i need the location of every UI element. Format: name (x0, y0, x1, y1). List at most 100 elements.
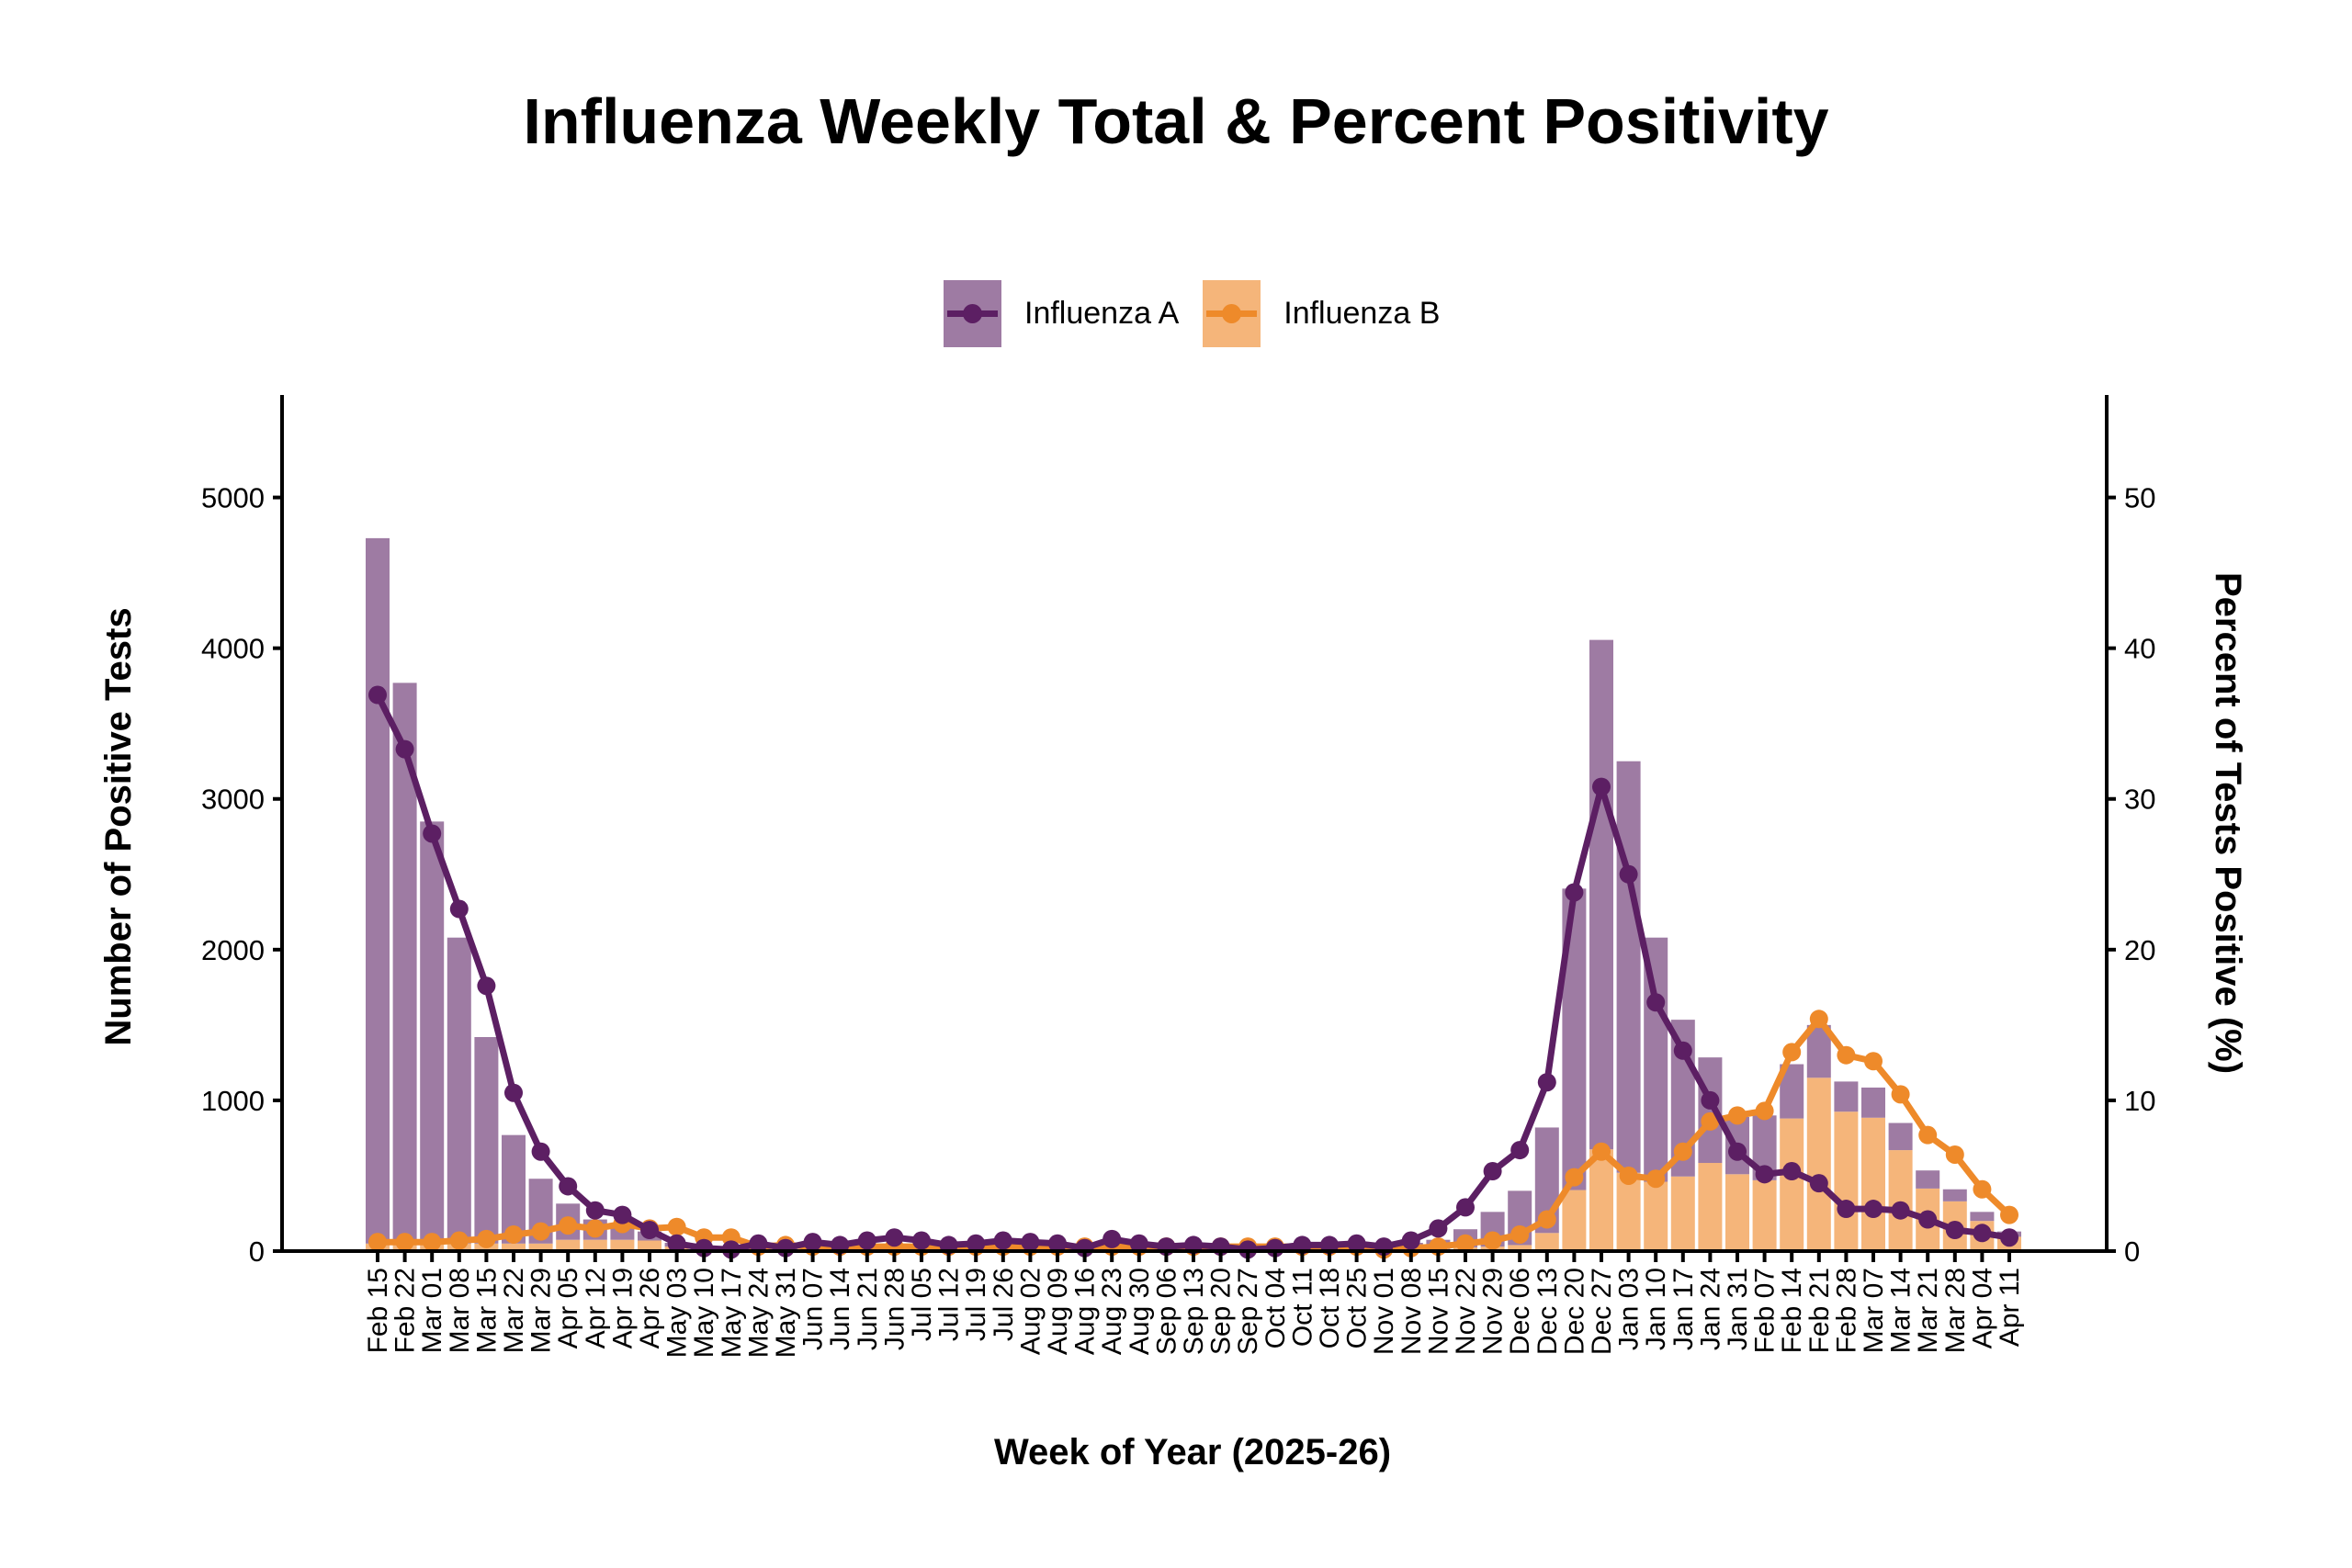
point-influenza-a (1973, 1224, 1992, 1243)
bar-influenza-a (366, 537, 390, 1244)
y-tick-label-right: 20 (2124, 934, 2155, 966)
x-tick-label: Nov 29 (1478, 1268, 1509, 1355)
x-tick-label: Dec 20 (1559, 1268, 1589, 1355)
x-tick-label: Nov 08 (1396, 1268, 1427, 1355)
point-influenza-b (1592, 1142, 1611, 1161)
x-tick-label: Mar 28 (1940, 1268, 1971, 1353)
point-influenza-b (667, 1217, 686, 1236)
legend-item-influenza-b[interactable]: Influenza B (1203, 279, 1441, 347)
legend-label-influenza-b: Influenza B (1283, 295, 1441, 331)
x-tick-label: Jan 24 (1695, 1268, 1725, 1350)
point-influenza-a (1129, 1234, 1148, 1253)
x-tick-label: Feb 22 (390, 1268, 421, 1353)
x-tick-label: Mar 29 (526, 1268, 557, 1353)
bar-influenza-b (1644, 1181, 1668, 1251)
point-influenza-a (667, 1234, 686, 1253)
y-axis-label-left: Number of Positive Tests (98, 607, 139, 1045)
x-tick-label: May 31 (771, 1268, 801, 1358)
x-tick-label: Apr 26 (635, 1268, 665, 1348)
point-influenza-a (2000, 1228, 2018, 1247)
point-influenza-a (1701, 1090, 1720, 1110)
bar-influenza-b (1861, 1117, 1885, 1251)
bar-influenza-b (1670, 1176, 1695, 1251)
bar-influenza-a (1589, 639, 1613, 1150)
point-influenza-a (993, 1231, 1012, 1250)
point-influenza-b (1891, 1085, 1910, 1104)
x-tick-label: Jul 19 (961, 1268, 991, 1341)
x-tick-label: Feb 07 (1750, 1268, 1781, 1353)
point-influenza-a (1891, 1201, 1910, 1220)
point-influenza-a (967, 1234, 986, 1253)
y-tick-label-right: 30 (2124, 784, 2155, 816)
x-tick-label: Mar 15 (471, 1268, 502, 1353)
bar-influenza-b (556, 1239, 581, 1251)
x-tick-label: Apr 11 (1995, 1268, 2025, 1347)
point-influenza-a (395, 739, 414, 759)
point-influenza-b (423, 1233, 442, 1252)
x-tick-label: May 17 (717, 1268, 747, 1358)
x-tick-label: Sep 06 (1151, 1268, 1182, 1355)
point-influenza-a (1048, 1234, 1067, 1253)
x-tick-label: Mar 22 (499, 1268, 529, 1353)
point-influenza-a (1510, 1141, 1530, 1160)
point-influenza-a (803, 1233, 822, 1252)
point-influenza-b (1673, 1142, 1692, 1161)
x-tick-label: Oct 04 (1261, 1268, 1291, 1348)
point-influenza-b (531, 1222, 550, 1241)
point-influenza-a (449, 899, 469, 919)
point-influenza-b (2000, 1205, 2018, 1224)
point-influenza-a (585, 1201, 605, 1220)
point-influenza-b (1537, 1210, 1556, 1229)
bar-influenza-b (1834, 1111, 1859, 1251)
legend-label-influenza-a: Influenza A (1024, 295, 1180, 331)
x-tick-label: Oct 25 (1342, 1268, 1373, 1348)
point-influenza-a (1102, 1229, 1122, 1248)
x-tick-label: Jan 10 (1641, 1268, 1671, 1350)
point-influenza-a (613, 1205, 632, 1224)
x-tick-label: Mar 21 (1913, 1268, 1943, 1353)
bar-influenza-a (1916, 1170, 1940, 1189)
point-influenza-a (1864, 1200, 1883, 1219)
bar-influenza-a (447, 937, 471, 1244)
bar-influenza-a (1861, 1087, 1885, 1118)
x-tick-label: Jul 12 (934, 1268, 965, 1341)
x-tick-label: Dec 13 (1532, 1268, 1563, 1355)
x-tick-label: Jan 03 (1614, 1268, 1645, 1350)
point-influenza-a (1537, 1073, 1556, 1092)
point-influenza-b (477, 1229, 496, 1248)
point-influenza-a (1619, 864, 1638, 884)
x-tick-label: Jun 14 (825, 1268, 855, 1350)
x-tick-label: Mar 14 (1886, 1268, 1917, 1353)
bar-influenza-a (1942, 1189, 1967, 1201)
point-influenza-a (857, 1231, 876, 1250)
bar-influenza-b (582, 1239, 607, 1251)
point-influenza-b (1619, 1166, 1638, 1185)
bar-influenza-b (1562, 1190, 1587, 1251)
x-tick-label: Mar 07 (1859, 1268, 1889, 1353)
point-influenza-a (640, 1221, 659, 1240)
point-influenza-b (504, 1224, 523, 1244)
x-tick-label: Aug 02 (1015, 1268, 1046, 1355)
bar-influenza-a (1970, 1212, 1995, 1222)
legend-item-influenza-a[interactable]: Influenza A (944, 279, 1180, 347)
point-influenza-b (1973, 1179, 1992, 1199)
y-tick-label-left: 2000 (201, 934, 265, 966)
point-influenza-a (749, 1234, 768, 1253)
bar-influenza-a (1616, 761, 1641, 1173)
x-tick-label: Jun 28 (879, 1268, 910, 1350)
lines-layer (368, 685, 2018, 1259)
point-influenza-b (585, 1219, 605, 1238)
legend: Influenza A Influenza B (944, 279, 1464, 347)
point-influenza-b (1918, 1125, 1938, 1145)
x-axis-label: Week of Year (2025-26) (994, 1432, 1391, 1472)
x-tick-label: May 24 (743, 1268, 774, 1358)
y-tick-label-left: 3000 (201, 784, 265, 816)
point-influenza-a (1456, 1198, 1475, 1217)
point-influenza-b (1483, 1231, 1502, 1250)
bar-influenza-b (1725, 1174, 1749, 1251)
x-tick-label: May 03 (662, 1268, 693, 1358)
x-tick-label: Sep 13 (1179, 1268, 1209, 1355)
point-influenza-a (1782, 1162, 1802, 1181)
point-influenza-a (1809, 1174, 1828, 1193)
